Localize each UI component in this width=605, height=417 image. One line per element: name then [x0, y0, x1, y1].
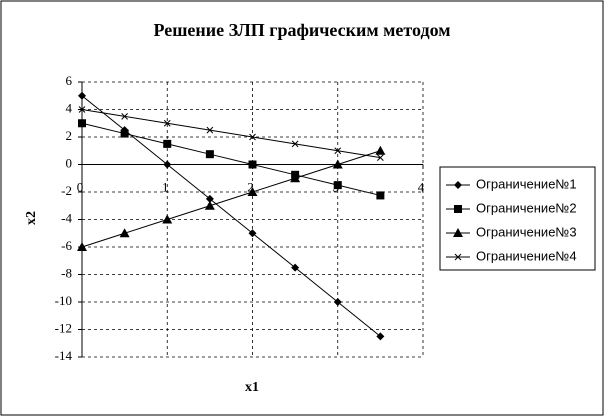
- y-axis-label: x2: [24, 211, 39, 225]
- legend-label: Ограничение№3: [476, 224, 577, 239]
- marker: [162, 214, 173, 224]
- y-tick-label: -4: [61, 210, 72, 225]
- series-line: [81, 122, 381, 196]
- marker: [290, 173, 301, 183]
- series-line: [81, 150, 381, 248]
- series-line: [81, 109, 381, 159]
- legend-label: Ограничение№4: [476, 248, 577, 263]
- chart-title: Решение ЗЛП графическим методом: [153, 20, 450, 40]
- marker: [78, 119, 86, 128]
- marker: [333, 298, 342, 306]
- series-line: [81, 95, 381, 337]
- legend-label: Ограничение№1: [476, 176, 577, 191]
- marker: [291, 263, 300, 272]
- marker: [77, 242, 87, 251]
- marker: [454, 205, 462, 213]
- marker: [377, 154, 384, 161]
- marker: [454, 253, 462, 261]
- y-tick-label: -14: [55, 348, 73, 363]
- legend-label: Ограничение№2: [476, 200, 577, 215]
- marker: [163, 119, 171, 127]
- marker: [78, 106, 86, 113]
- marker: [291, 140, 299, 148]
- legend-box: [439, 166, 596, 271]
- marker: [204, 200, 215, 210]
- marker: [163, 160, 172, 169]
- y-tick-label: 0: [66, 155, 73, 170]
- marker: [249, 133, 256, 141]
- y-tick-label: 6: [66, 73, 73, 88]
- marker: [78, 91, 86, 100]
- marker: [119, 228, 130, 238]
- y-tick-label: 2: [66, 128, 73, 143]
- marker: [205, 194, 214, 203]
- y-tick-label: -8: [61, 265, 72, 280]
- marker: [248, 160, 257, 169]
- marker: [333, 181, 342, 190]
- marker: [206, 126, 214, 134]
- marker: [163, 139, 172, 148]
- marker: [376, 191, 385, 200]
- marker: [248, 229, 257, 238]
- marker: [376, 332, 385, 341]
- x-tick-label: 4: [418, 179, 425, 194]
- marker: [453, 228, 463, 237]
- y-tick-label: -6: [61, 238, 72, 253]
- x-axis-label: x1: [245, 380, 259, 395]
- marker: [247, 187, 258, 196]
- y-tick-label: -12: [55, 320, 72, 335]
- y-tick-label: 4: [66, 100, 73, 115]
- x-tick-label: 2: [247, 179, 254, 194]
- marker: [375, 145, 386, 155]
- y-tick-label: -2: [61, 183, 72, 198]
- x-tick-label: 0: [77, 179, 84, 194]
- marker: [120, 129, 129, 138]
- y-tick-label: -10: [55, 293, 72, 308]
- marker: [454, 181, 462, 189]
- marker: [205, 150, 214, 159]
- marker: [334, 147, 342, 155]
- x-tick-label: 1: [162, 179, 169, 194]
- marker: [332, 159, 343, 169]
- marker: [121, 113, 128, 120]
